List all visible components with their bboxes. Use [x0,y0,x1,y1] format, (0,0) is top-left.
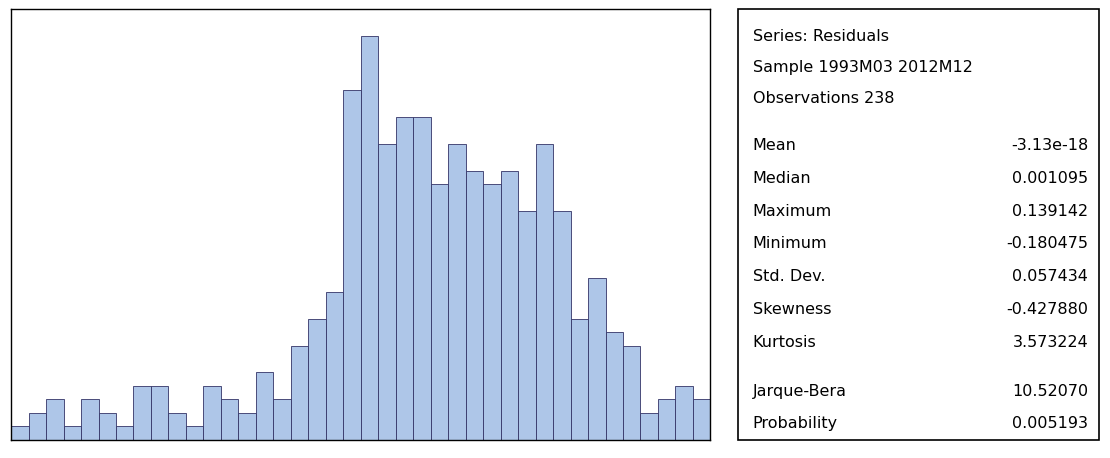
Bar [466,171,483,440]
Bar [343,90,361,440]
Text: 0.005193: 0.005193 [1012,416,1088,431]
Bar [133,386,151,440]
Bar [693,399,710,440]
Bar [81,399,99,440]
Bar [431,184,448,440]
Text: Median: Median [753,171,811,186]
Bar [46,399,63,440]
Text: Maximum: Maximum [753,204,831,219]
Bar [99,413,115,440]
Bar [326,292,343,440]
Bar [395,117,413,440]
Text: Jarque-Bera: Jarque-Bera [753,384,847,399]
Bar [518,211,536,440]
Text: Series: Residuals: Series: Residuals [753,28,889,44]
Bar [588,278,606,440]
Text: -3.13e-18: -3.13e-18 [1011,138,1088,153]
Bar [483,184,501,440]
Bar [203,386,221,440]
Bar [29,413,46,440]
Bar [151,386,169,440]
Bar [413,117,431,440]
Text: Probability: Probability [753,416,838,431]
Bar [291,345,309,440]
Bar [623,345,640,440]
Text: Std. Dev.: Std. Dev. [753,269,825,284]
Text: Observations 238: Observations 238 [753,91,894,105]
Bar [309,319,326,440]
Text: Mean: Mean [753,138,797,153]
Bar [11,426,29,440]
Bar [63,426,81,440]
Text: 3.573224: 3.573224 [1012,335,1088,349]
Bar [185,426,203,440]
Text: Sample 1993M03 2012M12: Sample 1993M03 2012M12 [753,60,972,75]
Bar [535,144,553,440]
Text: 0.001095: 0.001095 [1012,171,1088,186]
Bar [606,332,623,440]
Text: 0.139142: 0.139142 [1012,204,1088,219]
Bar [221,399,239,440]
Bar [239,413,255,440]
Bar [448,144,466,440]
Text: Kurtosis: Kurtosis [753,335,816,349]
Bar [640,413,658,440]
Bar [379,144,395,440]
Bar [255,372,273,440]
Bar [273,399,291,440]
Text: -0.180475: -0.180475 [1006,236,1088,251]
Bar [571,319,588,440]
Bar [501,171,518,440]
Bar [658,399,675,440]
Bar [169,413,185,440]
Bar [675,386,693,440]
Text: 10.52070: 10.52070 [1012,384,1088,399]
Text: Minimum: Minimum [753,236,827,251]
Bar [117,426,133,440]
Bar [553,211,571,440]
Bar [361,36,379,440]
Text: -0.427880: -0.427880 [1006,302,1088,317]
Text: 0.057434: 0.057434 [1012,269,1088,284]
Text: Skewness: Skewness [753,302,831,317]
FancyBboxPatch shape [738,9,1099,440]
